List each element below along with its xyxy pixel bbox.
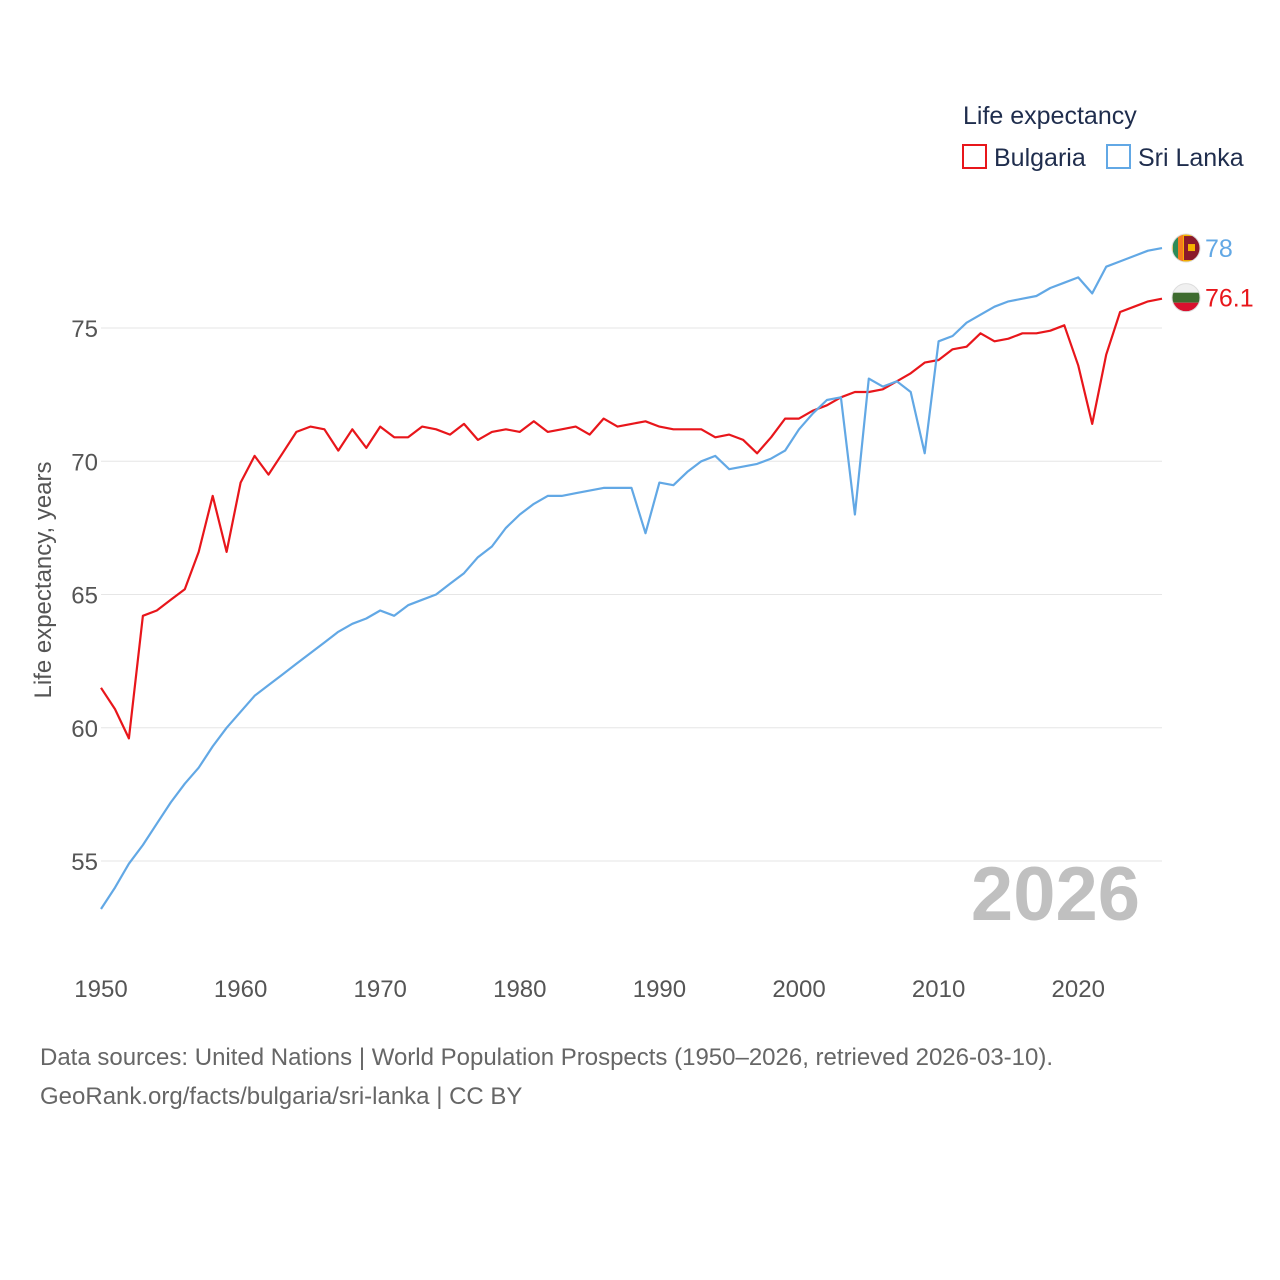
- x-tick-label: 2020: [1052, 976, 1105, 1003]
- end-label-bulgaria: 76.1: [1205, 285, 1254, 313]
- y-axis-title: Life expectancy, years: [30, 461, 57, 698]
- legend-swatch-bulgaria: [962, 144, 987, 169]
- bulgaria-flag-icon: [1171, 283, 1201, 313]
- y-axis-ticks: 55 60 65 70 75: [71, 316, 98, 876]
- x-tick-label: 1990: [633, 976, 686, 1003]
- legend-title: Life expectancy: [963, 102, 1137, 130]
- y-tick-label: 70: [71, 449, 98, 476]
- legend-label-bulgaria: Bulgaria: [994, 144, 1086, 172]
- y-tick-label: 65: [71, 583, 98, 610]
- legend: Life expectancy Bulgaria Sri Lanka: [962, 102, 1244, 172]
- life-expectancy-chart: 55 60 65 70 75 1950 1960 1970 1980 1990 2000 2010 2…: [30, 102, 1254, 1003]
- gridlines: [101, 327, 1162, 862]
- x-tick-label: 1960: [214, 976, 267, 1003]
- legend-label-sri-lanka: Sri Lanka: [1138, 144, 1244, 172]
- series-end-markers: 78 76.1: [1171, 233, 1254, 313]
- y-tick-label: 75: [71, 316, 98, 343]
- x-tick-label: 1970: [354, 976, 407, 1003]
- series-line-sri-lanka: [100, 247, 1163, 910]
- y-tick-label: 55: [71, 849, 98, 876]
- current-year-watermark: 2026: [971, 852, 1140, 937]
- credit-link[interactable]: GeoRank.org/facts/bulgaria/sri-lanka | C…: [40, 1083, 523, 1110]
- x-tick-label: 2010: [912, 976, 965, 1003]
- legend-item-bulgaria[interactable]: Bulgaria: [962, 144, 1086, 172]
- sri-lanka-flag-icon: [1171, 233, 1201, 263]
- series-line-bulgaria: [100, 297, 1163, 740]
- data-sources-note: Data sources: United Nations | World Pop…: [40, 1044, 1054, 1071]
- y-tick-label: 60: [71, 716, 98, 743]
- series-lines: [100, 247, 1163, 910]
- end-label-sri-lanka: 78: [1205, 235, 1233, 263]
- x-tick-label: 2000: [772, 976, 825, 1003]
- x-axis-ticks: 1950 1960 1970 1980 1990 2000 2010 2020: [74, 976, 1105, 1003]
- x-tick-label: 1980: [493, 976, 546, 1003]
- x-tick-label: 1950: [74, 976, 127, 1003]
- legend-swatch-sri-lanka: [1106, 144, 1131, 169]
- legend-item-sri-lanka[interactable]: Sri Lanka: [1106, 144, 1244, 172]
